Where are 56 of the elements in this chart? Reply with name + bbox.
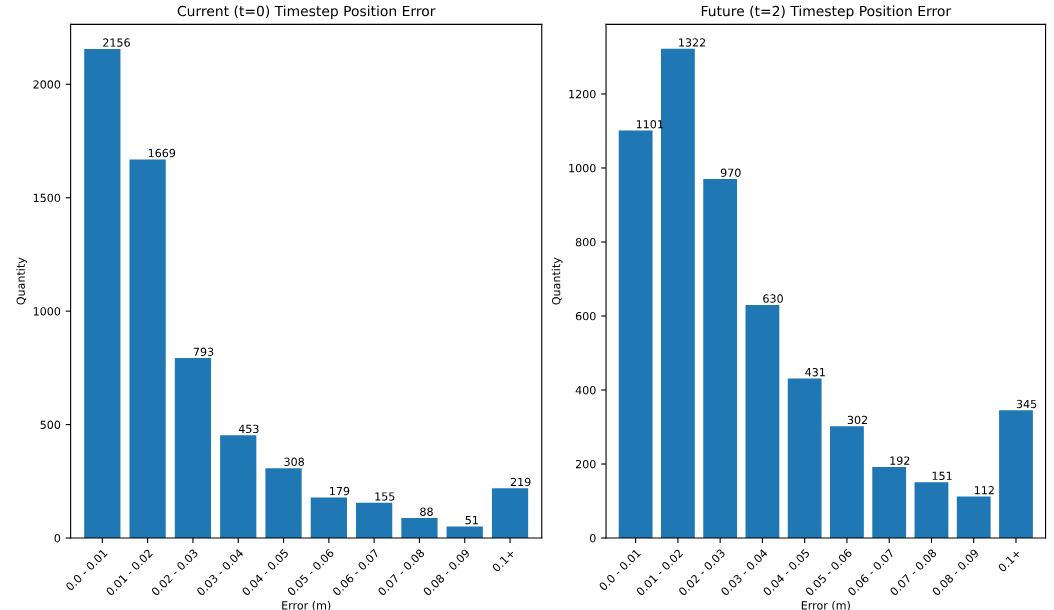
data-label: 112	[974, 486, 994, 495]
y-tick-label: 1000	[33, 307, 61, 316]
bar	[310, 497, 347, 539]
data-label: 151	[932, 471, 952, 480]
y-tick-label: 0	[54, 533, 61, 543]
chart-title: Future (t=2) Timestep Position Error	[701, 5, 952, 19]
bar	[174, 358, 212, 539]
data-label: 302	[847, 415, 868, 425]
bar	[618, 130, 653, 539]
bar	[703, 179, 738, 539]
bar	[446, 526, 483, 539]
data-label: 51	[465, 516, 478, 525]
y-tick-label: 2000	[33, 80, 61, 89]
bar	[401, 518, 438, 539]
y-axis-title: Quantity	[551, 257, 563, 305]
data-label: 88	[420, 507, 433, 516]
x-axis-title: Error (m)	[801, 600, 850, 610]
bar	[830, 426, 864, 539]
bar	[220, 435, 257, 539]
y-axis-title: Quantity	[16, 257, 28, 305]
data-label: 155	[375, 492, 395, 501]
data-label: 431	[805, 367, 825, 377]
data-label: 793	[193, 347, 214, 356]
data-label: 1322	[679, 38, 706, 47]
y-tick-label: 500	[40, 420, 61, 429]
data-label: 1669	[148, 148, 176, 158]
y-tick-label: 200	[575, 459, 596, 469]
y-tick-label: 600	[575, 311, 596, 321]
y-tick-label: 1200	[569, 89, 596, 99]
y-tick-label: 400	[575, 385, 596, 395]
data-label: 453	[238, 424, 259, 434]
data-label: 192	[890, 456, 910, 465]
bar	[129, 159, 166, 539]
bar	[265, 468, 302, 539]
data-label: 2156	[103, 38, 130, 47]
data-label: 179	[330, 486, 350, 496]
data-label: 630	[763, 294, 783, 303]
y-tick-label: 0	[589, 533, 596, 543]
bar	[999, 410, 1033, 539]
bar	[356, 502, 393, 539]
data-label: 970	[720, 168, 741, 177]
y-tick-label: 1500	[33, 193, 61, 203]
bar	[745, 304, 780, 539]
y-tick-label: 800	[575, 237, 596, 247]
bar	[914, 482, 949, 539]
data-label: 308	[284, 457, 304, 466]
data-label: 219	[510, 477, 531, 487]
bar	[491, 488, 529, 539]
data-label: 345	[1016, 399, 1037, 409]
bar	[787, 378, 822, 539]
bar	[872, 466, 907, 539]
bar	[84, 48, 121, 539]
chart-title: Current (t=0) Timestep Position Error	[177, 5, 436, 19]
x-axis-title: Error (m)	[282, 600, 331, 610]
bar	[956, 496, 991, 539]
y-tick-label: 1000	[569, 163, 596, 173]
